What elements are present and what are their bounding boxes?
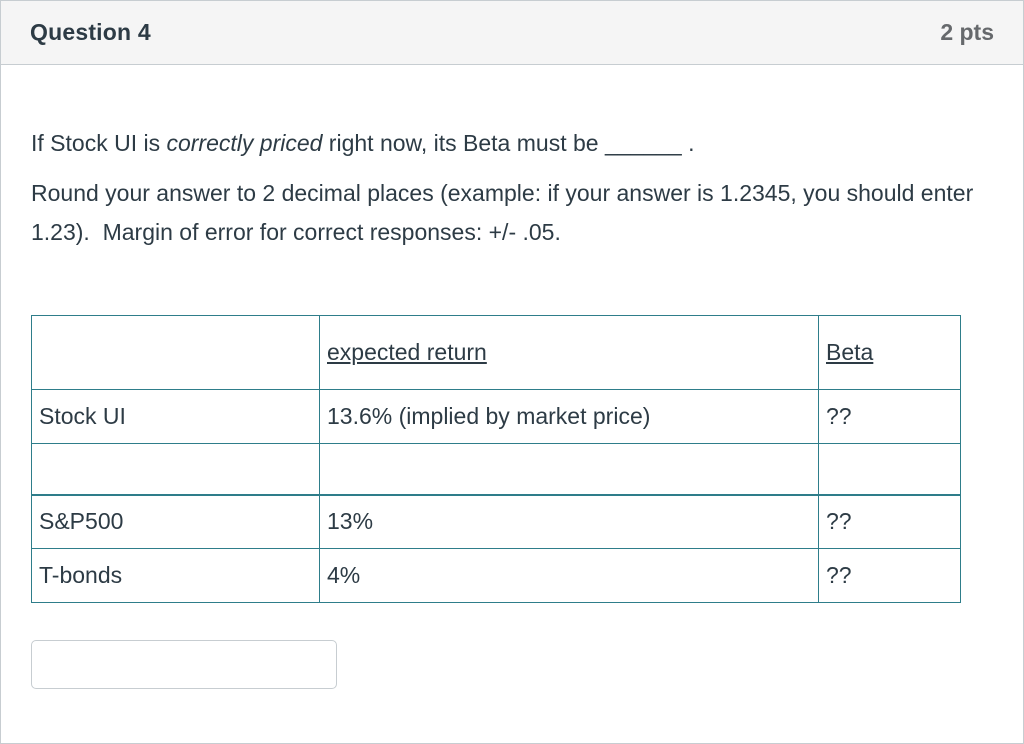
question-text-suffix: right now, its Beta must be ______ . [322, 130, 695, 156]
cell-expected-return: 4% [319, 548, 819, 603]
header-cell-expected-return: expected return [319, 315, 819, 390]
answer-input[interactable] [31, 640, 337, 689]
data-table: expected return Beta Stock UI 13.6% (imp… [31, 315, 961, 603]
expected-return-header-label: expected return [327, 339, 487, 365]
question-title: Question 4 [30, 19, 151, 45]
cell-beta [818, 443, 961, 496]
question-header: Question 4 2 pts [1, 1, 1023, 65]
cell-label [31, 443, 320, 496]
cell-label: T-bonds [31, 548, 320, 603]
table-row-tbonds: T-bonds 4% ?? [31, 548, 961, 603]
question-instructions: Round your answer to 2 decimal places (e… [31, 180, 980, 245]
question-points: 2 pts [940, 19, 994, 45]
question-body: If Stock UI is correctly priced right no… [1, 128, 1023, 689]
question-text-prefix: If Stock UI is [31, 130, 167, 156]
table-row-sp500: S&P500 13% ?? [31, 494, 961, 549]
cell-beta: ?? [818, 494, 961, 549]
table-header-row: expected return Beta [31, 315, 961, 390]
beta-header-label: Beta [826, 339, 874, 365]
header-cell-beta: Beta [818, 315, 961, 390]
cell-label: Stock UI [31, 389, 320, 444]
cell-beta: ?? [818, 389, 961, 444]
question-text: If Stock UI is correctly priced right no… [31, 128, 993, 158]
header-cell-empty [31, 315, 320, 390]
table-row-spacer [31, 443, 961, 496]
cell-expected-return [319, 443, 819, 496]
answer-area [31, 640, 993, 689]
cell-label: S&P500 [31, 494, 320, 549]
cell-expected-return: 13.6% (implied by market price) [319, 389, 819, 444]
cell-expected-return: 13% [319, 494, 819, 549]
cell-beta: ?? [818, 548, 961, 603]
table-row-stock-ui: Stock UI 13.6% (implied by market price)… [31, 389, 961, 444]
question-text-italic: correctly priced [166, 130, 323, 156]
